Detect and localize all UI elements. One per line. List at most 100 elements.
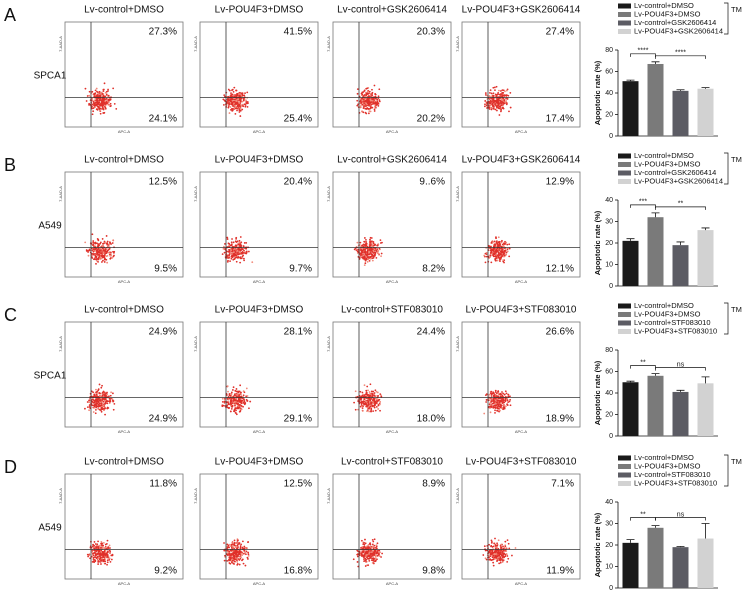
event-dot xyxy=(486,101,488,104)
event-dot xyxy=(368,410,370,413)
event-dot xyxy=(241,108,244,111)
legend-label: Lv-POU4F3+GSK2606414 xyxy=(634,176,723,185)
event-dot xyxy=(373,84,376,87)
event-dot xyxy=(356,99,359,102)
event-dot xyxy=(368,90,371,93)
y-axis-label: Apoptotic rate (%) xyxy=(593,512,602,577)
event-dot xyxy=(360,395,363,398)
event-dot xyxy=(91,552,94,555)
legend-swatch xyxy=(618,153,631,159)
quadrant-lower: 18.0% xyxy=(417,414,445,425)
event-dot xyxy=(489,254,492,257)
event-dot xyxy=(507,94,510,97)
event-dot xyxy=(101,103,103,106)
event-dot xyxy=(231,107,233,110)
event-dot xyxy=(249,400,252,403)
event-dot xyxy=(379,409,381,412)
event-dot xyxy=(496,99,499,102)
event-dot xyxy=(504,540,507,543)
event-dot xyxy=(235,237,237,240)
event-dot xyxy=(228,254,231,257)
event-dot xyxy=(363,398,366,401)
event-dot xyxy=(236,109,238,112)
event-dot xyxy=(239,100,242,103)
event-dot xyxy=(490,242,493,244)
event-dot xyxy=(368,253,371,256)
event-dot xyxy=(95,391,98,394)
event-dot xyxy=(239,384,242,387)
y-axis-label: 7-AAD-A xyxy=(193,336,198,352)
event-dot xyxy=(361,99,364,102)
event-dot xyxy=(101,252,103,254)
event-dot xyxy=(494,89,496,92)
event-dot xyxy=(377,394,380,397)
event-dot xyxy=(243,399,246,402)
y-tick-label: 40 xyxy=(605,90,613,97)
event-dot xyxy=(371,538,374,541)
legend-swatch xyxy=(618,170,631,176)
y-tick-label: 10 xyxy=(605,563,613,570)
event-dot xyxy=(103,101,105,104)
plot-frame xyxy=(64,473,184,580)
significance-label: ns xyxy=(677,361,685,368)
event-dot xyxy=(99,395,101,398)
event-dot xyxy=(496,401,498,404)
event-dot xyxy=(225,254,228,257)
event-dot xyxy=(234,253,237,256)
event-dot xyxy=(371,552,374,555)
event-dot xyxy=(496,106,498,109)
event-dot xyxy=(231,561,233,564)
event-dot xyxy=(493,240,496,243)
y-axis-label: Apoptotic rate (%) xyxy=(593,60,602,125)
event-dot xyxy=(243,103,246,106)
event-dot xyxy=(499,102,502,104)
event-dot xyxy=(230,395,233,398)
event-dot xyxy=(228,559,231,562)
event-dot xyxy=(103,552,105,555)
y-axis-label: 7-AAD-A xyxy=(193,488,198,504)
event-dot xyxy=(234,240,237,243)
event-dot xyxy=(352,558,355,561)
event-dot xyxy=(235,552,238,555)
event-dot xyxy=(367,104,369,107)
event-dot xyxy=(364,538,366,541)
event-dot xyxy=(113,254,115,257)
event-dot xyxy=(373,406,376,409)
event-dot xyxy=(374,547,376,550)
event-dot xyxy=(246,91,249,94)
event-dot xyxy=(101,245,104,247)
event-dot xyxy=(111,242,114,244)
event-dot xyxy=(97,92,100,95)
event-dot xyxy=(242,562,245,565)
event-dot xyxy=(233,543,236,545)
event-dot xyxy=(490,245,492,248)
event-dot xyxy=(95,406,97,409)
event-dot xyxy=(239,408,242,411)
condition-title: Lv-POU4F3+DMSO xyxy=(215,155,304,166)
x-axis-label: APC-A xyxy=(253,581,266,586)
event-dot xyxy=(364,95,366,98)
event-dot xyxy=(246,395,249,397)
event-dot xyxy=(376,244,379,247)
event-dot xyxy=(484,103,486,106)
event-dot xyxy=(112,408,115,411)
x-axis-label: APC-A xyxy=(118,581,131,586)
event-dot xyxy=(98,256,100,258)
event-dot xyxy=(504,253,507,256)
event-dot xyxy=(501,402,504,405)
event-dot xyxy=(99,112,102,115)
event-dot xyxy=(371,253,374,256)
event-dot xyxy=(485,253,488,255)
event-dot xyxy=(379,401,381,403)
event-dot xyxy=(229,252,232,255)
event-dot xyxy=(237,391,240,394)
event-dot xyxy=(86,401,89,403)
event-dot xyxy=(231,89,233,92)
event-dot xyxy=(93,250,96,253)
event-dot xyxy=(84,87,87,90)
event-dot xyxy=(500,104,503,107)
event-dot xyxy=(501,561,504,563)
y-tick-label: 0 xyxy=(609,283,613,290)
event-dot xyxy=(499,409,501,412)
event-dot xyxy=(485,104,488,107)
